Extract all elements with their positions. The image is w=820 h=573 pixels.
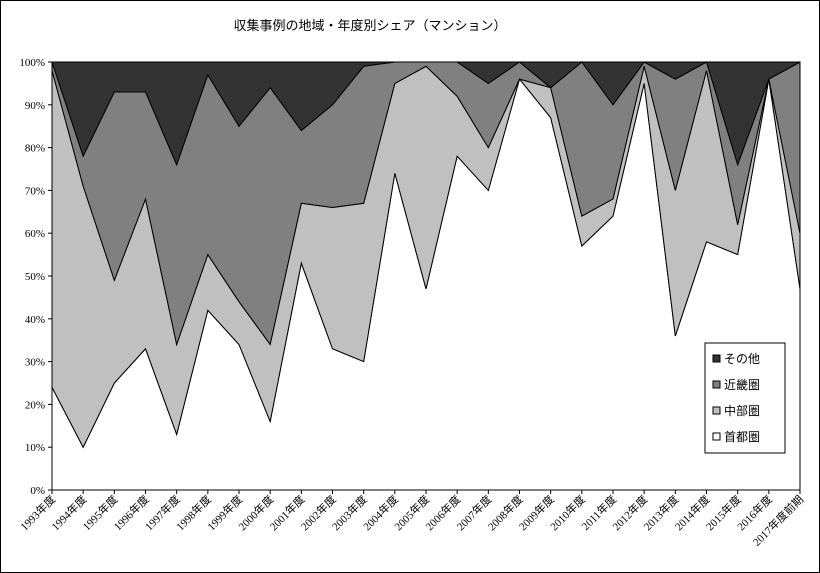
legend-label: その他 [724,352,760,366]
y-tick-label: 90% [25,100,45,112]
y-tick-label: 60% [25,228,45,240]
y-tick-label: 70% [25,185,45,197]
y-tick-label: 50% [25,271,45,283]
y-tick-label: 30% [25,357,45,369]
y-tick-label: 0% [30,485,45,497]
y-tick-label: 100% [19,57,45,69]
y-tick-label: 80% [25,143,45,155]
legend-swatch [712,354,721,363]
legend-swatch [712,406,721,415]
chart-title: 収集事例の地域・年度別シェア（マンション） [233,18,506,34]
legend-label: 首都圏 [724,430,760,444]
y-tick-label: 20% [25,399,45,411]
legend-swatch [712,432,721,441]
y-tick-label: 40% [25,314,45,326]
legend-swatch [712,380,721,389]
legend-label: 近畿圏 [724,378,760,392]
legend-label: 中部圏 [724,403,760,418]
y-tick-label: 10% [25,442,45,454]
